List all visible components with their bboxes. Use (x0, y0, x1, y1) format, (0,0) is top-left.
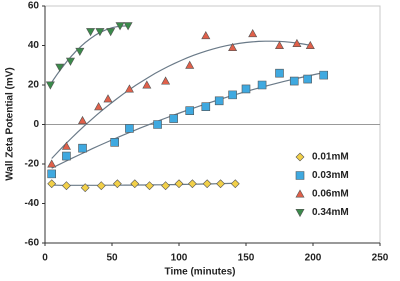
x-tick-label: 150 (238, 253, 255, 264)
point (45, 81, 55, 90)
point (274, 40, 285, 50)
point (228, 42, 238, 51)
y-tick-label: 0 (33, 119, 39, 130)
point (161, 76, 171, 85)
point (201, 31, 211, 40)
point (94, 102, 104, 111)
point (62, 151, 71, 161)
point (145, 181, 154, 191)
point (75, 47, 85, 57)
point (292, 38, 302, 48)
point (305, 40, 315, 50)
point (47, 179, 57, 189)
point (187, 179, 197, 189)
y-tick-label: 20 (28, 80, 40, 91)
point (142, 80, 152, 89)
point (55, 63, 65, 72)
point (103, 94, 113, 103)
point (185, 60, 195, 69)
point (112, 179, 122, 189)
x-tick-label: 50 (106, 253, 118, 264)
legend-marker (295, 152, 305, 162)
legend-marker (295, 171, 305, 180)
point (78, 143, 87, 153)
point (202, 179, 212, 189)
y-tick-label: -40 (25, 198, 40, 209)
point (201, 102, 211, 112)
x-tick-label: 100 (171, 253, 188, 264)
point (80, 183, 90, 193)
point (174, 179, 184, 189)
point (47, 169, 57, 179)
x-axis-label: Time (minutes) (165, 267, 236, 278)
y-tick-label: 60 (28, 1, 40, 12)
point (169, 114, 178, 123)
trend-line (51, 40, 311, 159)
point (303, 74, 312, 84)
point (115, 22, 125, 31)
point (161, 181, 171, 191)
point (216, 179, 225, 189)
point (123, 22, 133, 31)
y-tick-label: -20 (25, 159, 40, 170)
point (153, 120, 162, 129)
legend-label: 0.34mM (312, 207, 349, 218)
point (130, 179, 140, 189)
point (95, 28, 105, 37)
point (214, 96, 224, 106)
point (110, 137, 119, 147)
point (47, 159, 57, 168)
trend-line (49, 25, 129, 85)
point (257, 80, 267, 90)
point (61, 141, 71, 150)
point (65, 57, 75, 66)
x-tick-label: 250 (372, 253, 389, 264)
y-axis-label: Wall Zeta Potential (mV) (5, 67, 16, 181)
point (230, 179, 240, 189)
y-tick-label: 40 (28, 40, 40, 51)
legend-label: 0.03mM (312, 170, 349, 181)
point (241, 84, 251, 94)
point (275, 68, 284, 78)
legend-marker (295, 209, 305, 218)
point (124, 84, 134, 93)
point (319, 70, 329, 80)
legend-label: 0.01mM (312, 152, 349, 163)
point (125, 124, 134, 133)
point (62, 181, 71, 191)
point (96, 181, 106, 191)
point (78, 115, 88, 125)
point (86, 28, 96, 37)
x-tick-label: 0 (42, 253, 48, 264)
point (106, 28, 116, 37)
legend-label: 0.06mM (312, 189, 349, 200)
trend-line (51, 72, 324, 169)
point (248, 29, 258, 38)
point (185, 106, 195, 115)
y-tick-label: -60 (25, 238, 40, 249)
point (289, 76, 299, 86)
legend-marker (295, 189, 305, 198)
x-tick-label: 200 (305, 253, 322, 264)
point (228, 90, 237, 100)
